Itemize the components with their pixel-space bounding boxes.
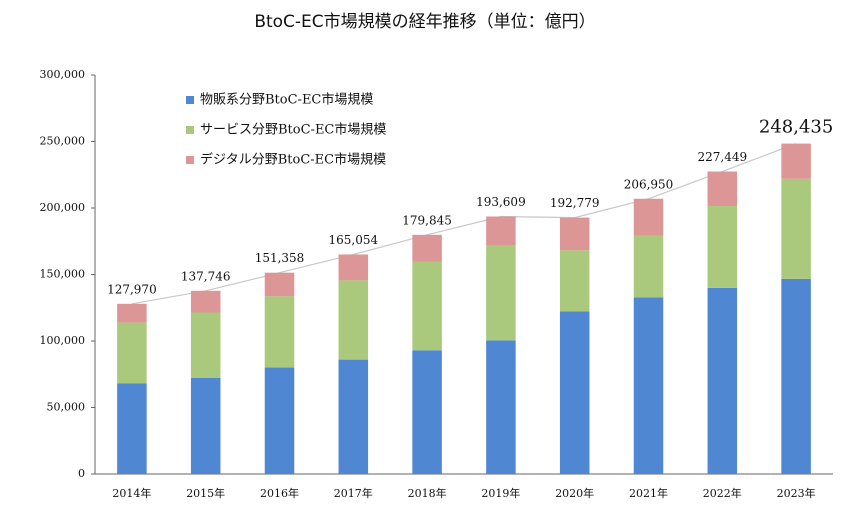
legend-label: デジタル分野BtoC-EC市場規模 <box>200 152 386 168</box>
bar-segment <box>412 350 442 474</box>
total-label: 127,970 <box>107 282 157 296</box>
legend-swatch <box>186 96 194 104</box>
total-label: 227,449 <box>697 150 747 164</box>
x-tick-label: 2016年 <box>260 486 299 500</box>
bar-segment <box>190 377 221 474</box>
bar-segment <box>338 359 369 474</box>
x-tick-label: 2021年 <box>629 486 668 500</box>
bar-segment <box>633 297 664 474</box>
total-label: 165,054 <box>328 233 378 247</box>
total-label: 137,746 <box>181 269 231 283</box>
bar-segment <box>486 340 516 474</box>
bar-segment <box>559 250 590 312</box>
total-label: 248,435 <box>759 117 833 138</box>
chart-title: BtoC-EC市場規模の経年推移（単位：億円） <box>254 12 595 32</box>
bar-segment <box>707 206 738 288</box>
bar-segment <box>338 254 369 281</box>
bar-segment <box>264 272 295 297</box>
y-tick-label: 300,000 <box>40 68 86 81</box>
x-tick-label: 2022年 <box>703 486 742 500</box>
bar-segment <box>486 216 516 245</box>
legend-swatch <box>186 126 194 134</box>
total-label: 179,845 <box>402 213 452 227</box>
y-tick-label: 100,000 <box>40 334 86 347</box>
bar-segment <box>707 287 738 474</box>
y-tick-label: 250,000 <box>40 135 86 148</box>
bar-segment <box>486 244 516 341</box>
total-label: 151,358 <box>255 251 305 265</box>
legend-swatch <box>186 156 194 164</box>
x-tick-label: 2014年 <box>112 486 151 500</box>
y-tick-label: 150,000 <box>40 268 86 281</box>
x-tick-label: 2020年 <box>555 486 594 500</box>
bar-segment <box>633 198 664 236</box>
bar-segment <box>117 322 147 384</box>
y-tick-label: 200,000 <box>40 201 86 214</box>
bar-segment <box>707 171 738 207</box>
x-tick-label: 2018年 <box>408 486 447 500</box>
bar-segment <box>781 178 811 279</box>
bar-segment <box>117 303 147 323</box>
bar-segment <box>412 261 442 351</box>
x-tick-label: 2015年 <box>186 486 225 500</box>
legend-label: サービス分野BtoC-EC市場規模 <box>200 122 386 138</box>
total-label: 193,609 <box>476 195 526 209</box>
legend-label: 物販系分野BtoC-EC市場規模 <box>200 92 373 108</box>
x-tick-label: 2019年 <box>481 486 520 500</box>
bar-segment <box>264 367 295 474</box>
bar-segment <box>559 311 590 474</box>
y-tick-label: 50,000 <box>47 401 86 414</box>
y-tick-label: 0 <box>78 467 85 480</box>
bar-segment <box>190 312 221 378</box>
bar-segment <box>190 290 221 313</box>
total-line <box>131 143 797 305</box>
bar-segment <box>117 383 147 474</box>
bar-segment <box>781 143 811 179</box>
bar-segment <box>781 278 811 474</box>
total-label: 206,950 <box>624 177 674 191</box>
bar-segment <box>338 280 369 360</box>
x-tick-label: 2017年 <box>334 486 373 500</box>
bar-segment <box>412 234 442 262</box>
x-tick-label: 2023年 <box>777 486 816 500</box>
bar-segment <box>633 235 664 298</box>
bar-segment <box>559 217 590 251</box>
bar-segment <box>264 296 295 368</box>
total-label: 192,779 <box>550 196 600 210</box>
